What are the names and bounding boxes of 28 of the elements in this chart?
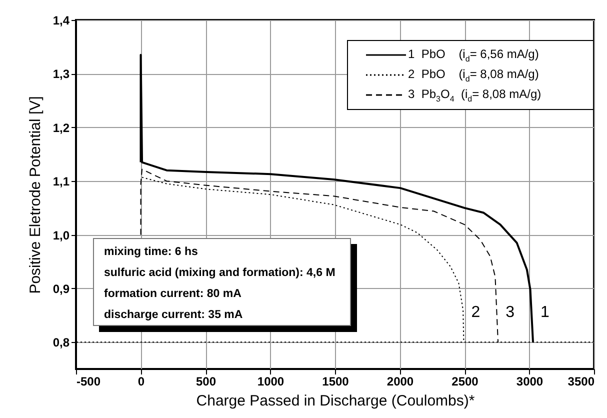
x-tick-label: 2000 xyxy=(386,374,414,388)
legend-label: 1 PbO (i$_{d}$= 6,56 mA/g) xyxy=(408,46,539,64)
x-tick-label: 0 xyxy=(138,374,145,388)
y-tick-label: 0,9 xyxy=(52,282,70,296)
x-tick-label: 1000 xyxy=(257,374,284,388)
y-tick-label: 1,2 xyxy=(52,120,70,135)
y-tick-label: 1,3 xyxy=(52,67,70,82)
x-tick-label: -500 xyxy=(76,374,101,388)
legend-label: 3 Pb$_{3}$O$_{4}$ (i$_{d}$= 8,08 mA/g) xyxy=(408,86,542,104)
annotation: discharge current: 35 mA xyxy=(104,308,244,323)
x-axis-title: Charge Passed in Discharge (Coulombs)* xyxy=(196,392,475,410)
annotation: mixing time: 6 hs xyxy=(104,245,199,260)
x-tick-label: 3500 xyxy=(568,374,595,388)
x-tick-label: 3000 xyxy=(516,374,544,388)
x-tick-label: 2500 xyxy=(452,374,479,388)
annotation: sulfuric acid (mixing and formation): 4,6 M xyxy=(104,266,336,281)
legend-label: 2 PbO (i$_{d}$= 8,08 mA/g) xyxy=(408,66,539,84)
y-tick-label: 0,8 xyxy=(52,336,70,350)
annotation: 3 xyxy=(506,304,515,322)
annotation: 2 xyxy=(471,304,480,322)
annotation: 1 xyxy=(540,304,550,322)
y-tick-label: 1,0 xyxy=(52,228,70,242)
x-tick-label: 500 xyxy=(196,374,216,388)
x-tick-label: 1500 xyxy=(322,374,350,388)
annotation: formation current: 80 mA xyxy=(104,287,242,302)
y-tick-label: 1,4 xyxy=(52,14,70,28)
y-tick-label: 1,1 xyxy=(52,174,70,189)
y-axis-title: Positive Eletrode Potential [V] xyxy=(26,96,44,294)
